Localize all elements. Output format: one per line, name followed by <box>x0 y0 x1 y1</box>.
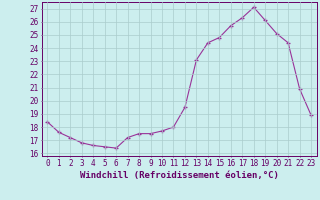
X-axis label: Windchill (Refroidissement éolien,°C): Windchill (Refroidissement éolien,°C) <box>80 171 279 180</box>
